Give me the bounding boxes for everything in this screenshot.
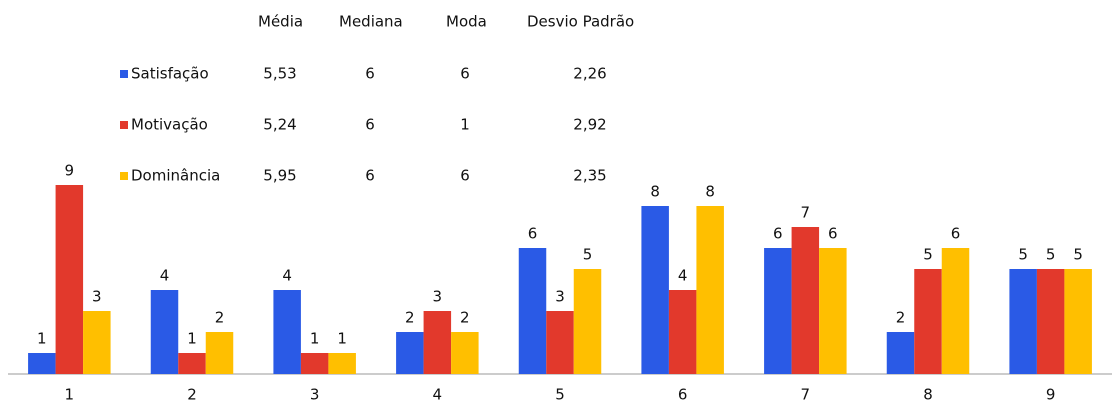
stats-value: 1 <box>460 116 470 134</box>
stats-value: 5,95 <box>263 167 296 185</box>
bar <box>205 332 234 374</box>
x-tick-label: 8 <box>923 386 933 404</box>
data-label: 5 <box>1073 246 1083 264</box>
bar <box>1009 269 1037 374</box>
stats-header: Moda <box>446 13 487 31</box>
bar <box>423 311 452 374</box>
bar <box>668 290 697 374</box>
bar <box>914 269 942 374</box>
stats-value: 2,26 <box>573 65 606 83</box>
data-label: 2 <box>405 309 415 327</box>
bar <box>55 185 84 374</box>
data-label: 6 <box>828 225 838 243</box>
data-label: 6 <box>773 225 783 243</box>
bar <box>941 248 970 374</box>
data-label: 6 <box>528 225 538 243</box>
data-label: 5 <box>923 246 933 264</box>
stats-value: 5,53 <box>263 65 296 83</box>
bar <box>1064 269 1092 374</box>
x-tick-label: 9 <box>1046 386 1056 404</box>
data-label: 2 <box>460 309 470 327</box>
stats-value: 6 <box>365 116 375 134</box>
data-label: 5 <box>1018 246 1028 264</box>
stats-value: 2,35 <box>573 167 606 185</box>
bar <box>1036 269 1065 374</box>
x-tick-label: 5 <box>555 386 565 404</box>
bar <box>273 290 301 374</box>
legend-label: Satisfação <box>131 65 209 83</box>
bar <box>178 353 206 374</box>
stats-value: 5,24 <box>263 116 296 134</box>
legend-swatch <box>120 121 128 129</box>
data-label: 5 <box>583 246 593 264</box>
data-label: 2 <box>215 309 225 327</box>
bar <box>819 248 847 374</box>
x-tick-label: 2 <box>187 386 197 404</box>
bar <box>150 290 179 374</box>
bar <box>300 353 329 374</box>
stats-value: 6 <box>365 167 375 185</box>
stats-header: Desvio Padrão <box>527 13 634 31</box>
stats-value: 6 <box>460 65 470 83</box>
legend-swatch <box>120 172 128 180</box>
data-label: 4 <box>678 267 688 285</box>
data-label: 8 <box>705 183 715 201</box>
stats-value: 2,92 <box>573 116 606 134</box>
data-label: 7 <box>801 204 811 222</box>
bar <box>546 311 574 374</box>
x-tick-label: 1 <box>65 386 75 404</box>
stats-value: 6 <box>365 65 375 83</box>
x-tick-label: 7 <box>801 386 811 404</box>
bar <box>641 206 669 374</box>
stats-header: Mediana <box>339 13 403 31</box>
data-label: 3 <box>92 288 102 306</box>
data-label: 1 <box>37 330 47 348</box>
data-label: 2 <box>896 309 906 327</box>
bar <box>83 311 111 374</box>
data-label: 1 <box>337 330 347 348</box>
legend-label: Dominância <box>131 167 220 185</box>
bar <box>696 206 724 374</box>
stats-header: Média <box>258 13 303 31</box>
bar <box>791 227 820 374</box>
x-tick-label: 4 <box>433 386 443 404</box>
data-label: 3 <box>433 288 443 306</box>
data-label: 8 <box>650 183 660 201</box>
bar <box>28 353 56 374</box>
legend-swatch <box>120 70 128 78</box>
data-label: 5 <box>1046 246 1056 264</box>
bar <box>764 248 792 374</box>
bar <box>573 269 602 374</box>
data-label: 1 <box>187 330 197 348</box>
legend-label: Motivação <box>131 116 208 134</box>
x-tick-label: 6 <box>678 386 688 404</box>
x-tick-label: 3 <box>310 386 320 404</box>
data-label: 4 <box>282 267 292 285</box>
data-label: 3 <box>555 288 565 306</box>
bar <box>396 332 424 374</box>
data-label: 9 <box>65 162 75 180</box>
data-label: 4 <box>160 267 170 285</box>
bar <box>886 332 915 374</box>
bar <box>451 332 479 374</box>
bar <box>328 353 356 374</box>
stats-value: 6 <box>460 167 470 185</box>
data-label: 1 <box>310 330 320 348</box>
data-label: 6 <box>951 225 961 243</box>
bar <box>518 248 547 374</box>
